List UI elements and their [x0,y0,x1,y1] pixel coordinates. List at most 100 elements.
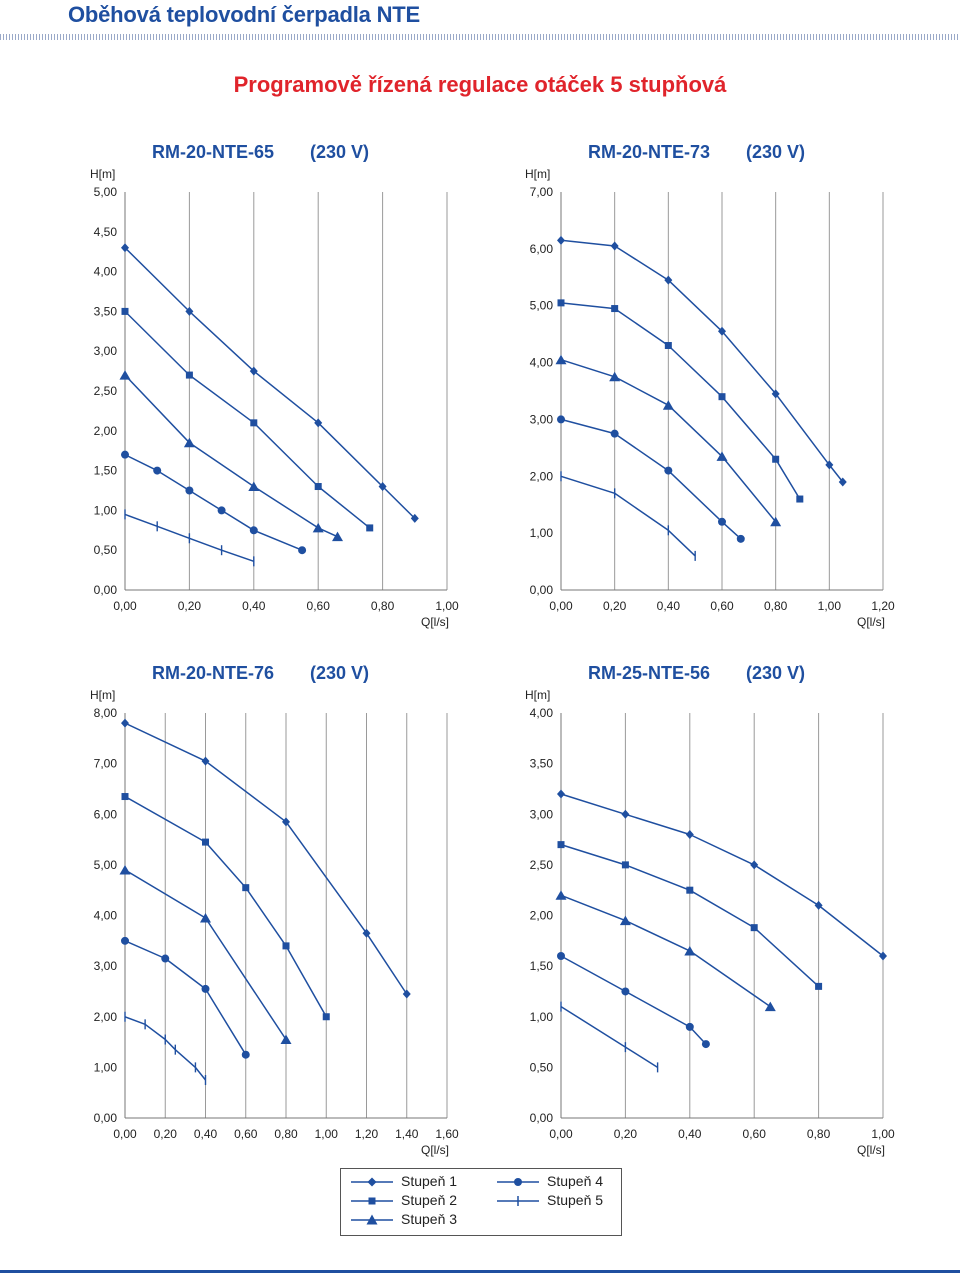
x-tick-label: 0,20 [178,599,202,613]
x-tick-label: 1,20 [871,599,895,613]
series-line [560,894,771,1008]
chart-voltage: (230 V) [746,663,805,683]
x-tick-label: 1,60 [435,1127,459,1141]
chart-point-circle [249,526,258,535]
y-tick-label: 4,00 [530,356,554,370]
chart-point-diamond [121,718,129,728]
bottom-divider [0,1270,960,1273]
chart-point-triangle [312,522,324,533]
chart-point-circle [241,1050,250,1059]
chart-point-circle [185,486,194,495]
x-tick-label: 0,60 [743,1127,767,1141]
y-tick-label: 2,50 [94,384,118,398]
chart-point-circle [610,429,619,438]
legend-marker-diamond-icon [351,1177,393,1187]
series-line [560,418,742,540]
chart-point-circle [718,517,726,526]
chart-point-square [185,371,193,379]
series-stupeň-3 [119,370,344,542]
x-tick-label: 0,40 [242,599,266,613]
x-tick-label: 0,80 [807,1127,831,1141]
chart-point-square [718,393,726,401]
chart-point-circle [701,1040,710,1049]
chart-point-diamond [610,241,619,251]
y-tick-label: 1,00 [94,503,118,517]
chart-point-diamond [314,418,323,428]
x-tick-label: 1,00 [315,1127,339,1141]
chart-point-triangle [609,371,621,382]
chart-point-diamond [664,275,673,285]
chart-point-square [557,841,565,849]
y-tick-label: 2,00 [94,1010,118,1024]
chart-point-diamond [185,306,194,316]
x-axis-label: Q[l/s] [857,615,885,629]
series-line [560,475,696,557]
y-tick-label: 6,00 [94,807,118,821]
chart-voltage: (230 V) [746,142,805,162]
x-tick-label: 0,20 [614,1127,638,1141]
chart-point-circle [201,984,210,993]
chart-voltage: (230 V) [310,663,369,683]
y-tick-label: 7,00 [530,185,554,199]
series-line [124,1016,207,1081]
chart-title: RM-20-NTE-65 [152,142,274,162]
legend-marker-circle-icon [497,1178,539,1186]
series-stupeň-5 [560,1001,659,1073]
chart-point-circle [557,952,565,960]
chart-point-diamond [282,817,290,827]
chart-point-triangle [200,913,211,923]
series-stupeň-4 [121,450,307,555]
y-tick-label: 4,00 [94,265,118,279]
chart-point-diamond [121,243,129,253]
chart-voltage: (230 V) [310,142,369,162]
y-tick-label: 1,00 [530,1010,554,1024]
y-tick-label: 3,50 [94,304,118,318]
chart-point-square [121,793,129,801]
chart-point-triangle [119,370,131,380]
chart-point-square [611,305,619,313]
series-line [560,793,884,957]
series-line [124,722,408,995]
y-tick-label: 5,00 [530,299,554,313]
x-tick-label: 0,60 [307,599,331,613]
y-tick-label: 5,00 [94,185,118,199]
y-tick-label: 3,50 [530,757,554,771]
chart-point-square [686,886,694,894]
series-line [124,310,371,529]
chart-point-square [750,924,758,932]
chart-point-square [664,342,672,350]
chart-point-triangle [119,864,131,875]
legend-label: Stupeň 3 [401,1211,458,1227]
chart-point-square [121,307,129,315]
legend-label: Stupeň 4 [547,1173,604,1189]
chart-point-triangle [619,915,631,926]
series-line [560,955,707,1045]
legend-marker-square-icon [351,1197,393,1205]
series-line [124,374,338,538]
y-tick-label: 0,50 [94,543,118,557]
x-tick-label: 0,00 [113,1127,137,1141]
chart-point-diamond [621,809,630,819]
y-tick-label: 2,50 [530,858,554,872]
series-stupeň-2 [121,307,374,532]
chart-title: RM-25-NTE-56 [588,663,710,683]
chart-point-triangle [555,354,567,365]
x-tick-label: 0,00 [549,1127,573,1141]
x-tick-label: 1,00 [818,599,842,613]
chart-point-square [557,299,565,307]
legend-label: Stupeň 1 [401,1173,458,1189]
y-tick-label: 2,00 [94,424,118,438]
y-tick-label: 3,00 [530,412,554,426]
y-tick-label: 3,00 [530,807,554,821]
chart-point-circle [736,534,745,543]
series-stupeň-1 [557,235,847,487]
chart-point-diamond [825,460,834,470]
chart-point-triangle [716,451,728,461]
x-axis-label: Q[l/s] [857,1143,885,1157]
series-stupeň-2 [121,793,330,1021]
chart-point-diamond [838,477,847,487]
y-tick-label: 1,50 [94,464,118,478]
chart-point-diamond [201,756,210,766]
y-tick-label: 0,50 [530,1060,554,1074]
